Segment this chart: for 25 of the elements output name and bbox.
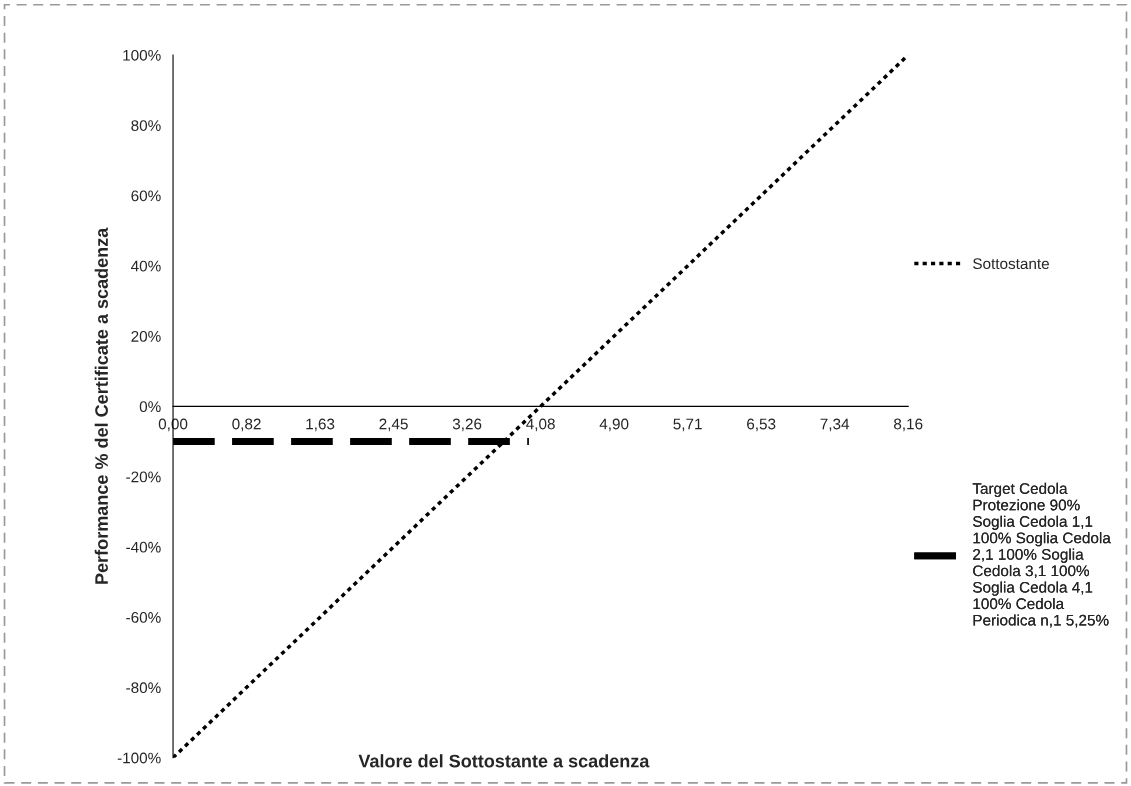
x-tick-label: 4,08 [526,418,555,432]
y-tick-label: -60% [126,612,161,623]
x-axis-title: Valore del Sottostante a scadenza [358,754,650,768]
y-tick-label: 0% [139,401,161,413]
x-tick-label: 3,26 [452,418,482,432]
x-tick-label: 2,45 [379,418,408,432]
y-tick-label: 60% [131,190,161,202]
x-tick-label: 0,82 [232,418,261,432]
x-tick-label: 5,71 [673,418,702,432]
x-tick-label: 6,53 [747,418,776,432]
x-tick-label: 7,34 [820,418,850,432]
y-tick-label: -100% [117,752,161,764]
x-tick-label: 8,16 [893,418,923,432]
y-tick-label: -20% [126,471,161,483]
y-tick-label: -80% [126,682,161,694]
x-tick-label: 1,63 [306,418,335,432]
y-tick-label: 20% [131,330,161,342]
y-tick-label: 100% [123,49,161,61]
y-tick-label: -40% [126,541,161,553]
y-axis-title: Performance % del Certificate a scadenza [94,227,108,584]
y-tick-label: 80% [131,120,161,131]
legend-label: Sottostante [973,258,1049,270]
y-tick-label: 40% [131,260,161,272]
x-tick-label: 4,90 [599,418,629,432]
text: Target Cedola Protezione 90% Soglia Cedola 1,1 100% Soglia Cedola 2,1 100% Soglia Cedola 3,1 100% Soglia Cedola 4,1 100% Cedola Periodica n,1 5,25% [972,482,1111,628]
